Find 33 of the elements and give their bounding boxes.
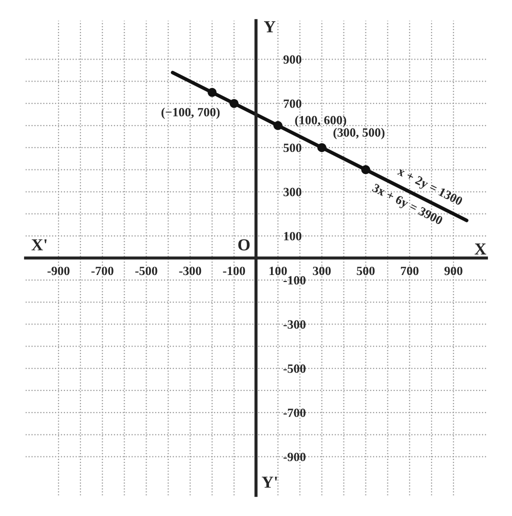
y-tick-label: 100: [284, 232, 302, 240]
point: [230, 98, 239, 108]
x-tick-label: -900: [48, 266, 70, 276]
y-tick-label: 300: [284, 188, 302, 196]
y-tick-label: -900: [284, 452, 306, 462]
x-tick-label: 100: [270, 266, 287, 276]
x-tick-label: 900: [444, 266, 462, 276]
annotation: O: [238, 239, 250, 250]
y-tick-label: 700: [284, 99, 302, 108]
annotation: (−100, 700): [162, 108, 220, 119]
y-tick-label: -500: [284, 364, 306, 373]
x-axis-title: X: [474, 244, 486, 254]
y-tick-label: 900: [283, 55, 302, 64]
x-tick-label: -100: [223, 266, 246, 276]
y-tick-label: -100: [284, 276, 306, 285]
x-tick-label: 300: [312, 266, 331, 276]
point: [273, 121, 282, 130]
point: [208, 88, 217, 97]
x-tick-label: -500: [135, 266, 158, 276]
y-axis-title: Y: [264, 21, 276, 32]
x-tick-label: -300: [179, 266, 202, 276]
annotation: Y': [262, 476, 277, 488]
x-tick-label: -700: [91, 266, 114, 276]
annotation: X': [31, 239, 47, 250]
y-tick-label: -700: [284, 408, 306, 418]
x-tick-label: 500: [356, 266, 375, 276]
x-tick-label: 700: [400, 266, 418, 276]
y-tick-label: -300: [284, 320, 306, 329]
annotation: (100, 600): [295, 116, 346, 127]
y-tick-label: 500: [284, 144, 302, 152]
annotation: (300, 500): [333, 128, 384, 140]
point: [361, 165, 370, 174]
point: [317, 143, 326, 152]
